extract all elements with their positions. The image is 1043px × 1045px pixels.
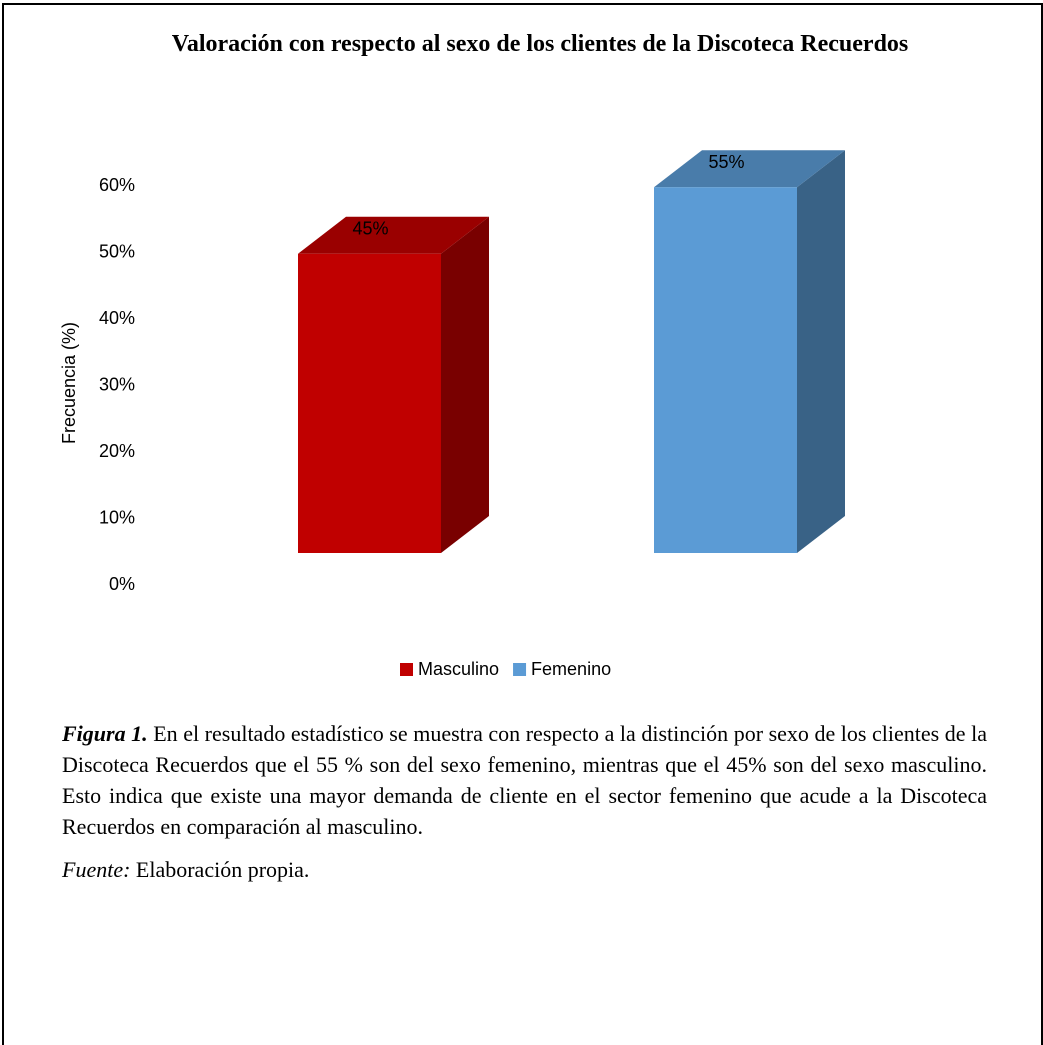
y-tick-label: 10%	[99, 507, 135, 527]
caption-text: En el resultado estadístico se muestra c…	[62, 721, 988, 839]
legend-label: Masculino	[418, 659, 499, 679]
y-tick-label: 0%	[109, 574, 135, 594]
chart: Frecuencia (%) 0% 10% 20% 30% 40% 50% 60% 45% 55…	[59, 150, 845, 679]
caption-label: Figura 1.	[62, 721, 148, 746]
bar	[654, 187, 797, 553]
data-label: 45%	[352, 219, 388, 239]
legend-swatch	[400, 663, 413, 676]
bar-side	[441, 216, 489, 553]
legend-swatch	[513, 663, 527, 676]
source-text: Elaboración propia.	[135, 857, 310, 882]
y-tick-label: 60%	[99, 175, 135, 195]
bar	[298, 253, 441, 553]
bar-top	[298, 216, 489, 254]
source: Fuente: Elaboración propia.	[62, 857, 309, 883]
y-tick-label: 20%	[99, 441, 135, 461]
y-tick-label: 50%	[99, 241, 135, 261]
bar-top	[654, 150, 845, 188]
data-label: 55%	[708, 152, 744, 172]
caption: Figura 1. En el resultado estadístico se…	[62, 718, 987, 842]
y-tick-label: 30%	[99, 374, 135, 394]
y-axis-label: Frecuencia (%)	[59, 322, 79, 444]
source-label: Fuente:	[62, 857, 131, 882]
legend-label: Femenino	[531, 659, 611, 679]
chart-title: Valoración con respecto al sexo de los c…	[171, 31, 909, 57]
frame	[2, 3, 1043, 1045]
bar-side	[797, 150, 845, 553]
y-tick-label: 40%	[99, 308, 135, 328]
